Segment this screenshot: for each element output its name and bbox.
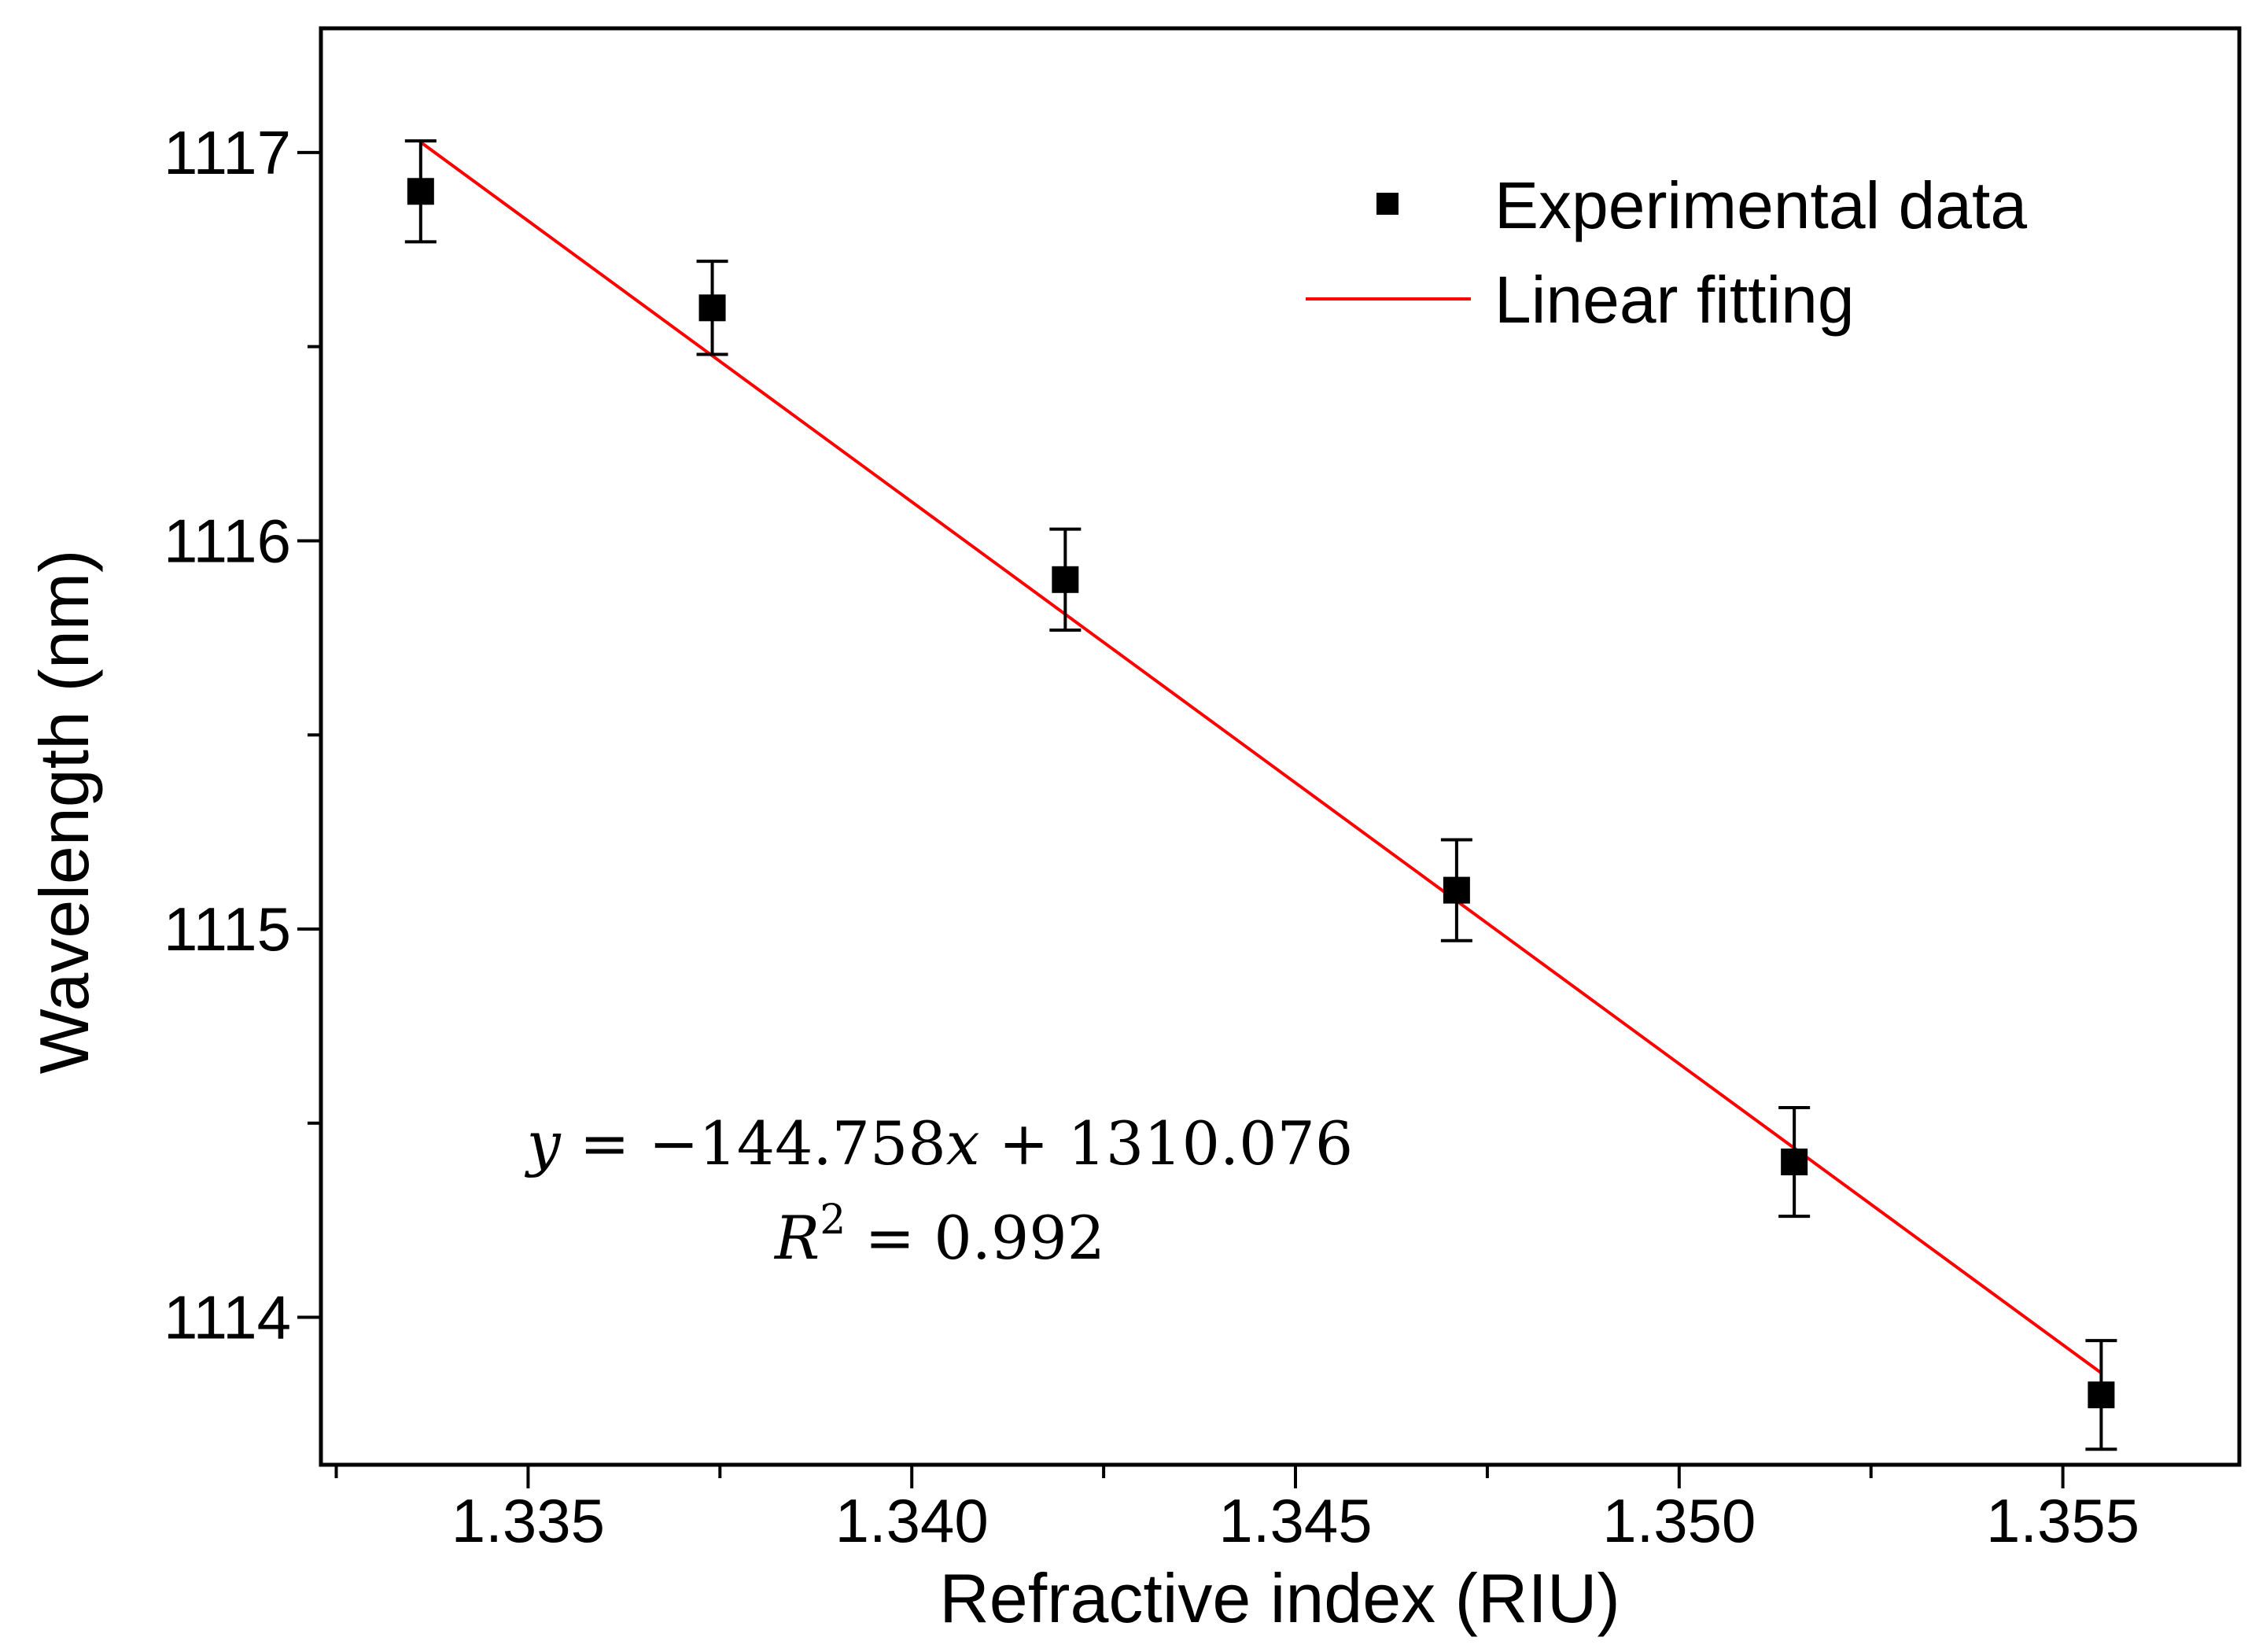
plot-area-frame — [319, 26, 2242, 1467]
equation-x-symbol: x — [946, 1108, 980, 1178]
data-point — [1443, 876, 1470, 904]
legend-label-experimental: Experimental data — [1494, 168, 2027, 242]
x-tick-label: 1.335 — [451, 1486, 605, 1555]
data-point — [1781, 1149, 1808, 1176]
legend-label-linear-fitting: Linear fitting — [1494, 263, 1855, 337]
r-squared-value: = 0.992 — [846, 1203, 1105, 1273]
x-axis-ticks — [334, 1465, 2065, 1488]
equation-y-symbol: y — [525, 1108, 562, 1178]
r-symbol: R — [773, 1203, 820, 1273]
data-point — [698, 294, 726, 322]
r-superscript: 2 — [820, 1197, 846, 1244]
y-tick-label: 1117 — [164, 118, 291, 187]
x-tick-label: 1.340 — [835, 1486, 989, 1555]
experimental-data-series — [404, 139, 2117, 1451]
y-axis-title: Wavelength (nm) — [25, 550, 103, 1075]
y-tick-label: 1116 — [164, 506, 291, 575]
linear-fit-line — [419, 141, 2102, 1374]
y-tick-label: 1114 — [164, 1282, 291, 1351]
x-tick-label: 1.345 — [1218, 1486, 1372, 1555]
legend: Experimental data Linear fitting — [1306, 168, 2027, 337]
y-axis-tick-labels: 1114 1115 1116 1117 — [164, 118, 291, 1352]
linear-fit-series — [419, 141, 2102, 1374]
r-squared: R2 = 0.992 — [773, 1197, 1105, 1273]
data-point — [407, 178, 434, 205]
fit-equation: y = −144.758x + 1310.076 — [525, 1108, 1353, 1178]
x-tick-label: 1.355 — [1986, 1486, 2139, 1555]
equation-slope: = −144.758 — [561, 1108, 946, 1178]
data-point — [1052, 566, 1079, 593]
legend-marker-experimental — [1376, 193, 1399, 215]
y-axis-ticks — [297, 150, 321, 1319]
y-tick-label: 1115 — [164, 894, 291, 964]
data-point — [2088, 1381, 2115, 1409]
x-tick-label: 1.350 — [1602, 1486, 1756, 1555]
x-axis-tick-labels: 1.335 1.340 1.345 1.350 1.355 — [451, 1486, 2139, 1555]
x-axis-title: Refractive index (RIU) — [939, 1559, 1620, 1637]
equation-intercept: + 1310.076 — [980, 1108, 1354, 1178]
